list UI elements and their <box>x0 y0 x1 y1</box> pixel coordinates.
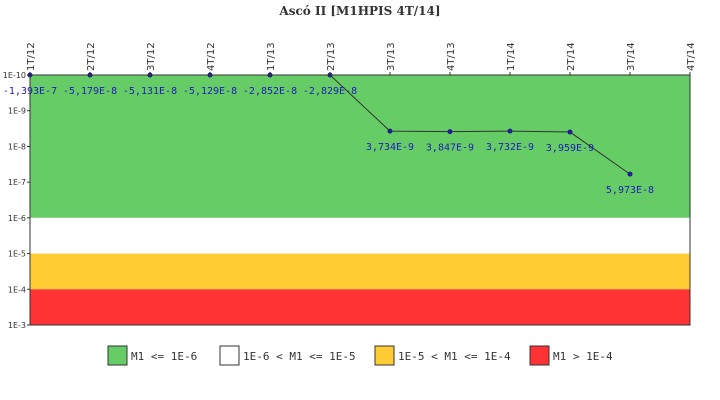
legend-swatch <box>529 345 550 366</box>
data-point <box>447 129 453 135</box>
x-tick-label: 2T/13 <box>326 42 337 71</box>
x-tick-label: 1T/12 <box>26 42 37 71</box>
legend-swatch <box>374 345 395 366</box>
data-label: 3,732E-9 <box>486 142 534 153</box>
legend-label: 1E-5 < M1 <= 1E-4 <box>398 350 511 363</box>
band-1 <box>30 217 690 254</box>
data-label: -5,131E-8 <box>123 86 177 97</box>
data-point <box>387 128 393 134</box>
data-point <box>567 129 573 135</box>
legend: M1 <= 1E-6 1E-6 < M1 <= 1E-5 1E-5 < M1 <= … <box>107 345 613 366</box>
legend-swatch <box>219 345 240 366</box>
x-tick-label: 4T/12 <box>206 42 217 71</box>
band-0 <box>30 75 690 218</box>
data-label: -2,829E-8 <box>303 86 357 97</box>
x-tick-label: 3T/14 <box>626 42 637 71</box>
legend-label: 1E-6 < M1 <= 1E-5 <box>243 350 356 363</box>
y-tick-label: 1E-5 <box>8 250 26 259</box>
plot-border <box>29 74 691 326</box>
data-label: -2,852E-8 <box>243 86 297 97</box>
data-label: -5,129E-8 <box>183 86 237 97</box>
x-tick-label: 4T/14 <box>686 42 697 71</box>
x-tick-label: 1T/14 <box>506 42 517 71</box>
risk-bands <box>30 75 690 325</box>
chart-title: Ascó II [M1HPIS 4T/14] <box>278 4 440 18</box>
x-tick-label: 3T/12 <box>146 42 157 71</box>
x-tick-label: 2T/12 <box>86 42 97 71</box>
y-tick-label: 1E-4 <box>8 285 26 294</box>
data-label: 3,959E-9 <box>546 143 594 154</box>
data-label: 3,734E-9 <box>366 142 414 153</box>
y-tick-label: 1E-10 <box>3 71 26 80</box>
x-tick-label: 1T/13 <box>266 42 277 71</box>
x-axis: 1T/12 2T/12 3T/12 4T/12 1T/13 2T/13 3T/13 4T/13… <box>26 42 697 75</box>
data-label: 5,973E-8 <box>606 185 654 196</box>
x-tick-label: 2T/14 <box>566 42 577 71</box>
legend-label: M1 <= 1E-6 <box>131 350 197 363</box>
data-point <box>507 128 513 134</box>
x-tick-label: 4T/13 <box>446 42 457 71</box>
data-label: 3,847E-9 <box>426 143 474 154</box>
legend-swatch <box>107 345 128 366</box>
y-axis: 1E-10 1E-9 1E-8 1E-7 1E-6 1E-5 1E-4 1E-3 <box>3 71 30 330</box>
y-tick-label: 1E-6 <box>8 214 26 223</box>
data-point <box>627 171 633 177</box>
y-tick-label: 1E-9 <box>8 107 26 116</box>
x-tick-label: 3T/13 <box>386 42 397 71</box>
y-tick-label: 1E-8 <box>8 142 26 151</box>
legend-label: M1 > 1E-4 <box>553 350 613 363</box>
y-tick-label: 1E-7 <box>8 178 26 187</box>
y-tick-label: 1E-3 <box>8 321 26 330</box>
band-3 <box>30 289 690 325</box>
data-label: -5,179E-8 <box>63 86 117 97</box>
band-2 <box>30 253 690 290</box>
